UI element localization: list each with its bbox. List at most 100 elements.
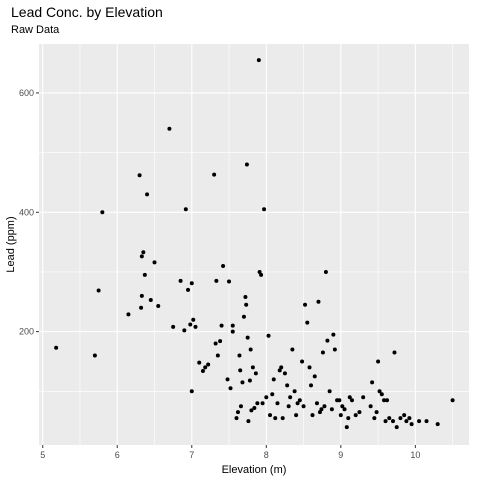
data-point: [394, 425, 399, 430]
data-point: [385, 398, 390, 403]
data-point: [234, 416, 239, 421]
data-point: [249, 408, 254, 413]
x-axis-title: Elevation (m): [222, 464, 287, 476]
chart-subtitle: Raw Data: [11, 24, 60, 36]
data-point: [156, 303, 161, 308]
data-point: [212, 172, 217, 177]
data-point: [368, 404, 373, 409]
plot-panel: [39, 44, 469, 445]
data-points: [54, 58, 455, 430]
data-point: [228, 386, 233, 391]
data-point: [167, 126, 172, 131]
data-point: [398, 416, 403, 421]
data-point: [382, 398, 387, 403]
data-point: [402, 413, 407, 418]
data-point: [238, 368, 243, 373]
y-axis-title: Lead (ppm): [5, 216, 17, 272]
data-point: [219, 323, 224, 328]
data-point: [270, 392, 275, 397]
data-point: [342, 407, 347, 412]
data-point: [193, 324, 198, 329]
data-point: [100, 210, 105, 215]
data-point: [252, 406, 257, 411]
data-point: [203, 365, 208, 370]
data-point: [235, 410, 240, 415]
data-point: [256, 58, 261, 63]
data-point: [383, 419, 388, 424]
data-point: [139, 293, 144, 298]
data-point: [214, 278, 219, 283]
data-point: [387, 416, 392, 421]
x-tick-label: 5: [40, 450, 45, 460]
data-point: [264, 395, 269, 400]
data-point: [337, 398, 342, 403]
data-point: [322, 404, 327, 409]
data-point: [260, 401, 265, 406]
data-point: [268, 413, 273, 418]
data-point: [248, 347, 253, 352]
data-point: [142, 272, 147, 277]
data-point: [295, 401, 300, 406]
data-point: [320, 350, 325, 355]
data-point: [206, 362, 211, 367]
data-point: [200, 369, 205, 374]
data-point: [379, 392, 384, 397]
data-point: [275, 401, 280, 406]
tick-labels: 5 6 7 8 9 10 200 400 600: [19, 88, 420, 460]
data-point: [377, 389, 382, 394]
data-point: [374, 410, 379, 415]
data-point: [338, 413, 343, 418]
data-point: [310, 413, 315, 418]
data-point: [262, 207, 267, 212]
data-point: [424, 419, 429, 424]
x-tick-label: 9: [338, 450, 343, 460]
data-point: [332, 347, 337, 352]
data-point: [244, 302, 249, 307]
data-point: [314, 401, 319, 406]
data-point: [246, 419, 251, 424]
data-point: [230, 323, 235, 328]
data-point: [255, 401, 260, 406]
x-tick-label: 10: [410, 450, 420, 460]
data-point: [148, 297, 153, 302]
data-point: [357, 410, 362, 415]
data-point: [285, 383, 290, 388]
data-point: [250, 365, 255, 370]
data-point: [145, 192, 150, 197]
data-point: [137, 173, 142, 178]
data-point: [392, 350, 397, 355]
data-point: [182, 328, 187, 333]
data-point: [325, 338, 330, 343]
data-point: [271, 377, 276, 382]
data-point: [312, 374, 317, 379]
data-point: [301, 404, 306, 409]
data-point: [273, 416, 278, 421]
data-point: [361, 395, 366, 400]
data-point: [178, 278, 183, 283]
data-point: [346, 416, 351, 421]
data-point: [303, 302, 308, 307]
data-point: [309, 383, 314, 388]
data-point: [213, 341, 218, 346]
data-point: [294, 413, 299, 418]
data-point: [225, 377, 230, 382]
data-point: [139, 305, 144, 310]
data-point: [247, 378, 252, 383]
data-point: [188, 322, 193, 327]
data-point: [280, 416, 285, 421]
data-point: [300, 359, 305, 364]
data-point: [307, 365, 312, 370]
x-tick-label: 7: [189, 450, 194, 460]
data-point: [186, 287, 191, 292]
data-point: [54, 345, 59, 350]
data-point: [316, 299, 321, 304]
data-point: [323, 269, 328, 274]
data-point: [139, 254, 144, 259]
data-point: [290, 347, 295, 352]
data-point: [340, 404, 345, 409]
major-gridlines: [39, 44, 469, 445]
data-point: [435, 422, 440, 427]
data-point: [152, 260, 157, 265]
data-point: [259, 272, 264, 277]
